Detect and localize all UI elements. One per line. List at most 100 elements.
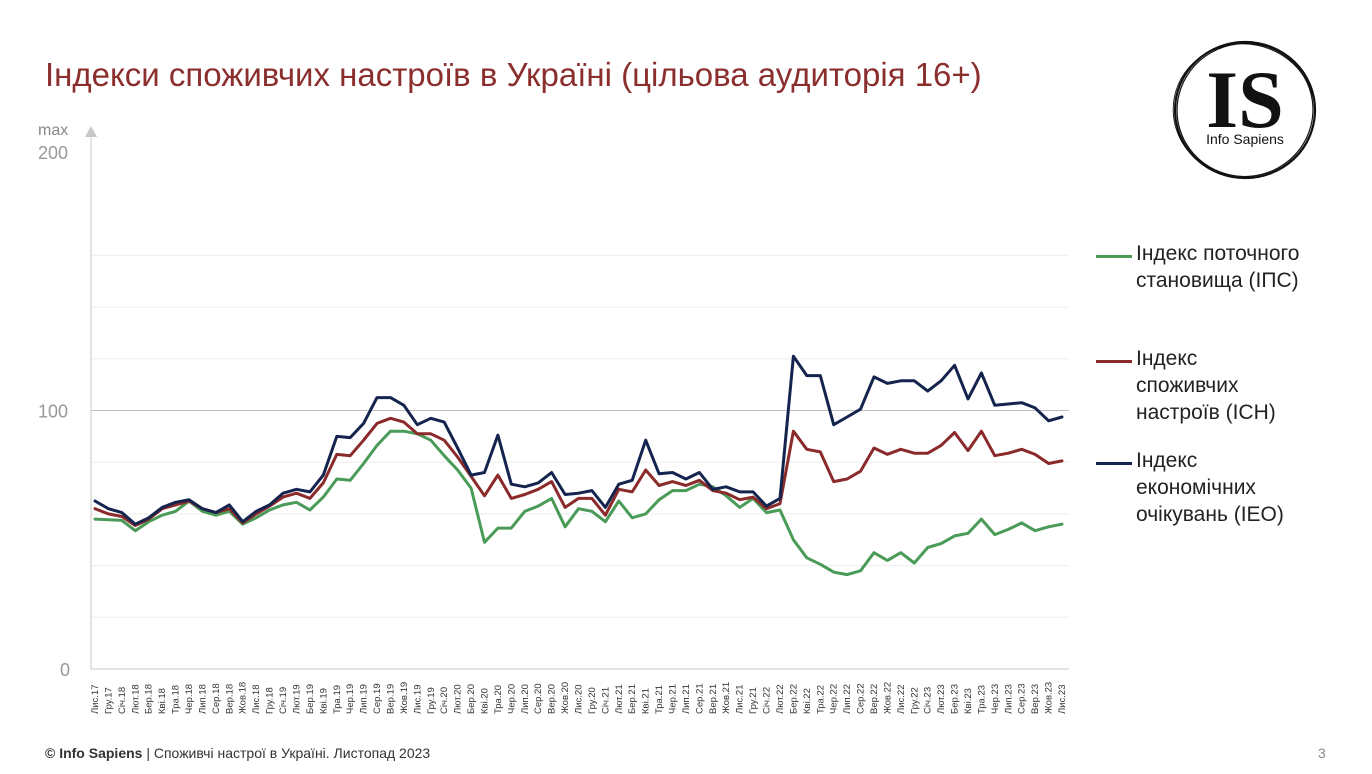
x-tick-label: Вер.21 <box>708 684 719 714</box>
x-tick-label: Тра.19 <box>332 685 343 714</box>
x-tick-label: Бер.21 <box>627 684 638 714</box>
x-tick-label: Лип.19 <box>359 684 370 714</box>
x-tick-label: Тра.20 <box>493 685 504 714</box>
x-tick-label: Чер.18 <box>184 684 195 714</box>
x-tick-label: Лип.18 <box>197 684 208 714</box>
x-tick-label: Вер.22 <box>869 684 880 714</box>
x-tick-label: Тра.23 <box>976 685 987 714</box>
x-tick-label: Лют.19 <box>291 684 302 714</box>
y-axis-arrow <box>85 126 97 137</box>
x-tick-label: Сер.23 <box>1017 683 1028 714</box>
x-tick-label: Жов.20 <box>560 682 571 714</box>
x-tick-label: Кві.21 <box>641 688 652 714</box>
x-tick-label: Вер.20 <box>547 684 558 714</box>
svg-text:Info Sapiens: Info Sapiens <box>1206 131 1284 147</box>
x-tick-label: Чер.21 <box>668 684 679 714</box>
legend-label-ich: Індекс споживчих настроїв (ICH) <box>1136 347 1276 424</box>
info-sapiens-logo: IS Info Sapiens <box>1170 37 1320 183</box>
x-tick-label: Лис.17 <box>90 685 101 715</box>
x-tick-label: Жов.19 <box>399 682 410 714</box>
x-tick-label: Лис.20 <box>574 685 585 715</box>
x-tick-label: Вер.19 <box>385 684 396 714</box>
legend-item-ieo: Індекс економічних очікувань (IEO) <box>1096 447 1356 528</box>
y-tick-label: 0 <box>60 660 70 680</box>
x-tick-label: Лип.23 <box>1003 684 1014 714</box>
x-tick-label: Січ.22 <box>762 687 773 714</box>
legend-swatch-ieo <box>1096 462 1132 465</box>
x-tick-label: Жов.22 <box>882 682 893 714</box>
x-tick-label: Лип.22 <box>842 684 853 714</box>
series-line-ich <box>93 416 1064 527</box>
x-tick-label: Гру.18 <box>265 687 276 714</box>
x-tick-label: Лют.18 <box>130 684 141 714</box>
x-tick-label: Гру.17 <box>103 687 114 714</box>
footer: © Info Sapiens | Споживчі настрої в Укра… <box>45 745 430 761</box>
x-tick-label: Бер.22 <box>788 684 799 714</box>
y-tick-label: 200 <box>38 143 68 163</box>
y-tick-label: 100 <box>38 402 68 422</box>
x-tick-label: Бер.19 <box>305 684 316 714</box>
legend-swatch-ips <box>1096 255 1132 258</box>
x-tick-label: Сер.20 <box>533 683 544 714</box>
x-tick-label: Гру.20 <box>587 687 598 714</box>
series-line-ips <box>93 429 1064 577</box>
x-tick-label: Лют.22 <box>775 684 786 714</box>
x-tick-label: Січ.23 <box>923 687 934 714</box>
x-tick-label: Кві.18 <box>157 688 168 714</box>
footer-text: | Споживчі настрої в Україні. Листопад 2… <box>142 745 431 761</box>
series-line-ieo <box>93 354 1064 526</box>
x-tick-label: Сер.18 <box>211 683 222 714</box>
x-tick-label: Лип.20 <box>520 684 531 714</box>
x-tick-label: Тра.22 <box>815 685 826 714</box>
x-tick-label: Січ.20 <box>439 687 450 714</box>
x-tick-label: Лис.21 <box>735 685 746 715</box>
legend-label-ips: Індекс поточного становища (ІПС) <box>1136 242 1300 292</box>
x-tick-label: Лют.20 <box>453 684 464 714</box>
x-tick-label: Кві.19 <box>318 688 329 714</box>
x-tick-label: Кві.22 <box>802 688 813 714</box>
x-tick-label: Жов.21 <box>721 682 732 714</box>
x-tick-label: Січ.18 <box>117 687 128 714</box>
x-tick-label: Січ.19 <box>278 687 289 714</box>
x-tick-label: Гру.21 <box>748 687 759 714</box>
legend-swatch-ich <box>1096 360 1132 363</box>
x-tick-label: Лис.18 <box>251 685 262 715</box>
x-tick-label: Лис.19 <box>412 685 423 715</box>
page-number: 3 <box>1318 745 1326 761</box>
x-tick-label: Чер.20 <box>506 684 517 714</box>
x-tick-label: Бер.20 <box>466 684 477 714</box>
x-tick-label: Гру.22 <box>909 687 920 714</box>
x-tick-label: Кві.20 <box>479 688 490 714</box>
x-tick-label: Лют.21 <box>614 684 625 714</box>
svg-text:IS: IS <box>1206 54 1284 145</box>
legend-item-ich: Індекс споживчих настроїв (ICH) <box>1096 345 1356 426</box>
page-title: Індекси споживчих настроїв в Україні (ці… <box>45 56 982 93</box>
x-tick-label: Жов.23 <box>1044 682 1055 714</box>
x-tick-label: Сер.19 <box>372 683 383 714</box>
x-tick-label: Лис.22 <box>896 685 907 715</box>
x-tick-label: Вер.23 <box>1030 684 1041 714</box>
x-tick-label: Жов.18 <box>238 682 249 714</box>
x-tick-label: Вер.18 <box>224 684 235 714</box>
x-tick-label: Чер.19 <box>345 684 356 714</box>
x-tick-label: Бер.23 <box>950 684 961 714</box>
x-tick-label: Гру.19 <box>426 687 437 714</box>
x-tick-label: Лип.21 <box>681 684 692 714</box>
x-tick-label: Кві.23 <box>963 688 974 714</box>
x-tick-label: Сер.21 <box>694 683 705 714</box>
x-tick-label: Січ.21 <box>600 687 611 714</box>
x-tick-label: Сер.22 <box>856 683 867 714</box>
y-max-label: max <box>38 122 68 139</box>
x-tick-label: Бер.18 <box>144 684 155 714</box>
x-tick-label: Тра.18 <box>171 685 182 714</box>
x-tick-label: Чер.22 <box>829 684 840 714</box>
x-tick-label: Лис.23 <box>1057 685 1068 715</box>
x-tick-label: Лют.23 <box>936 684 947 714</box>
x-tick-label: Тра.21 <box>654 685 665 714</box>
legend-item-ips: Індекс поточного становища (ІПС) <box>1096 240 1356 294</box>
legend-label-ieo: Індекс економічних очікувань (IEO) <box>1136 449 1284 526</box>
footer-brand: © Info Sapiens <box>45 745 143 761</box>
x-tick-label: Чер.23 <box>990 684 1001 714</box>
